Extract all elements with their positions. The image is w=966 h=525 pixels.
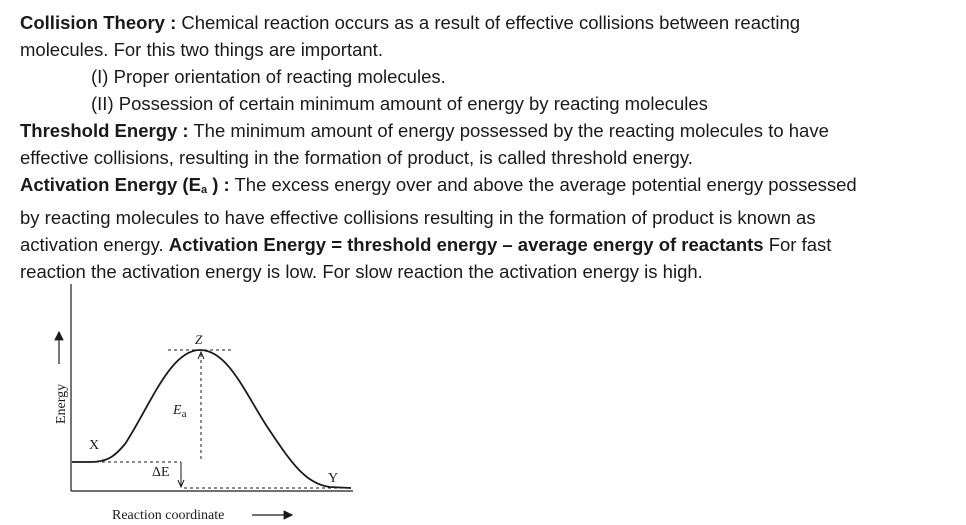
collision-theory-paragraph: Collision Theory : Chemical reaction occ… — [20, 9, 950, 36]
delta-e-label: ΔE — [152, 465, 170, 480]
collision-theory-term: Collision Theory : — [20, 12, 177, 33]
activation-energy-text-2: by reacting molecules to have effective … — [20, 207, 816, 228]
collision-theory-text-2: molecules. For this two things are impor… — [20, 39, 383, 60]
threshold-energy-text-2: effective collisions, resulting in the f… — [20, 147, 693, 168]
x-axis-label: Reaction coordinate — [112, 508, 224, 523]
reactant-point-label: X — [89, 438, 99, 453]
delta-e-arrow — [177, 479, 185, 489]
activation-energy-text-3: activation energy. Activation Energy = t… — [20, 234, 832, 255]
y-axis-label: Energy — [54, 384, 69, 424]
activation-energy-paragraph: Activation Energy (Ea ) : The excess ene… — [20, 171, 950, 204]
activation-energy-text-1: The excess energy over and above the ave… — [229, 174, 857, 195]
peak-point-label: Z — [195, 332, 203, 347]
threshold-energy-paragraph: Threshold Energy : The minimum amount of… — [20, 117, 950, 144]
collision-theory-text-1: Chemical reaction occurs as a result of … — [176, 12, 801, 33]
activation-energy-term: Activation Energy (Ea ) : — [20, 174, 230, 196]
energy-curve — [72, 349, 352, 489]
threshold-energy-text-1: The minimum amount of energy possessed b… — [188, 120, 829, 141]
energy-point: (II) Possession of certain minimum amoun… — [91, 93, 708, 114]
ea-arrow-top — [197, 350, 205, 360]
content-text: Collision Theory : Chemical reaction occ… — [20, 9, 950, 285]
product-point-label: Y — [328, 471, 338, 486]
ea-label: Ea — [172, 403, 187, 420]
orientation-point: (I) Proper orientation of reacting molec… — [91, 66, 446, 87]
activation-energy-text-4: reaction the activation energy is low. F… — [20, 261, 703, 282]
energy-profile-diagram: Energy X Z Y Ea ΔE Reaction coordinate — [54, 284, 353, 523]
threshold-energy-term: Threshold Energy : — [20, 120, 189, 141]
activation-energy-formula: Activation Energy = threshold energy – a… — [168, 234, 764, 255]
